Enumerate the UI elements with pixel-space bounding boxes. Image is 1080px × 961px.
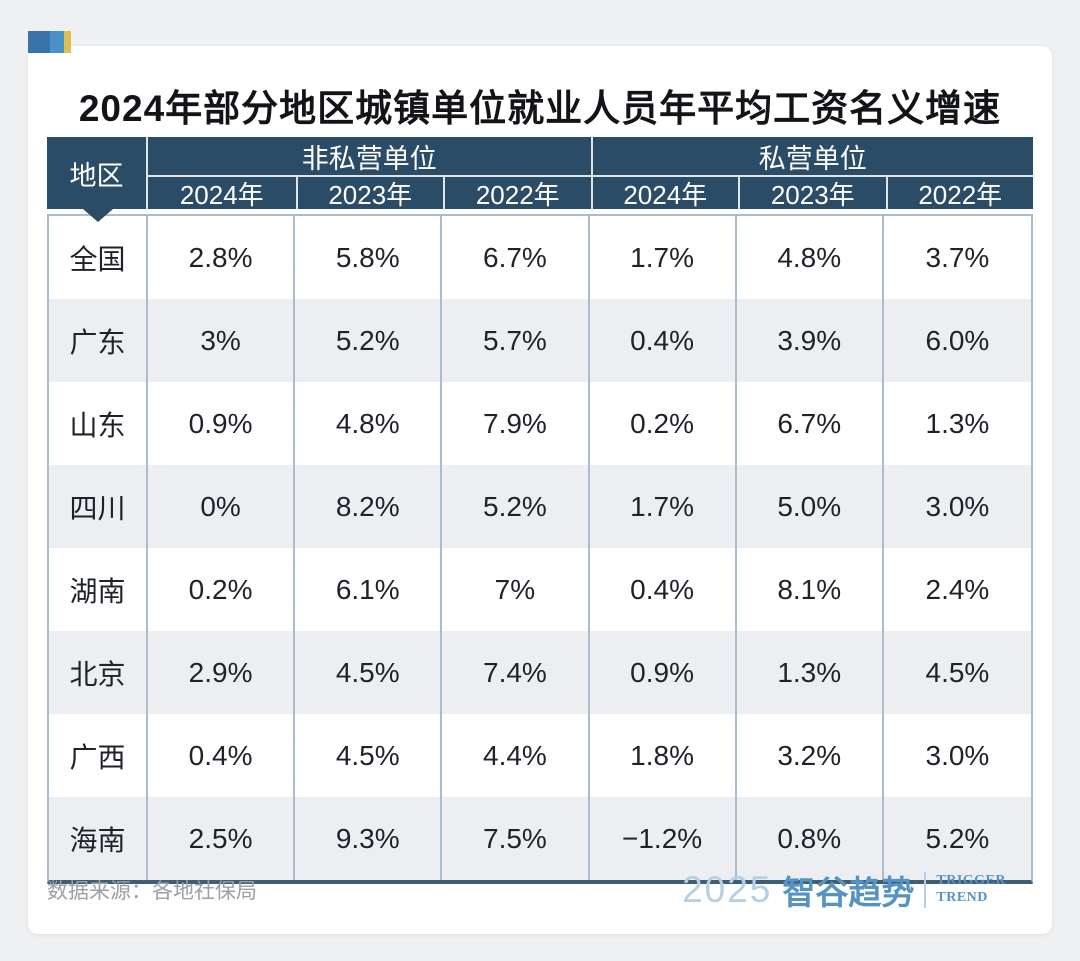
logo-block-dark-blue-icon [28, 31, 50, 53]
value-cell: 0.2% [590, 382, 737, 465]
value-cell: 2.5% [148, 797, 296, 880]
header-year-cell: 2024年 [179, 179, 264, 210]
value-cell: −1.2% [590, 797, 737, 880]
value-cell: 7.5% [442, 797, 590, 880]
table-row: 广西 0.4% 4.5% 4.4% 1.8% 3.2% 3.0% [49, 714, 1031, 797]
region-cell: 广西 [49, 714, 148, 797]
region-cell: 山东 [49, 382, 148, 465]
table-row: 海南 2.5% 9.3% 7.5% −1.2% 0.8% 5.2% [49, 797, 1031, 880]
value-cell: 4.8% [737, 216, 884, 299]
value-cell: 0.4% [148, 714, 296, 797]
region-cell: 北京 [49, 631, 148, 714]
value-cell: 3.0% [925, 739, 990, 771]
value-cell: 0.4% [590, 299, 737, 382]
value-cell: 8.2% [295, 465, 443, 548]
value-cell: 0.9% [148, 382, 296, 465]
value-cell: 9.3% [295, 797, 443, 880]
value-cell: 5.2% [925, 822, 990, 854]
header-year-cell: 2023年 [295, 177, 444, 210]
value-cell: 8.1% [737, 548, 884, 631]
region-cell: 海南 [49, 797, 148, 880]
value-cell: 6.7% [737, 382, 884, 465]
region-cell: 广东 [49, 299, 148, 382]
region-cell: 四川 [49, 465, 148, 548]
value-cell: 7.4% [442, 631, 590, 714]
value-cell: 0% [148, 465, 296, 548]
value-cell: 0.9% [590, 631, 737, 714]
value-cell: 7.9% [442, 382, 590, 465]
brand-tagline-line1: TRIGGER [936, 873, 1006, 889]
value-cell: 5.7% [442, 299, 590, 382]
table-row: 全国 2.8% 5.8% 6.7% 1.7% 4.8% 3.7% [49, 216, 1031, 299]
wage-table: 地区 非私营单位 私营单位 2024年 2023年 2022年 2024年 20… [47, 137, 1033, 884]
value-cell: 6.1% [295, 548, 443, 631]
header-year-cell: 2024年 [590, 177, 739, 210]
logo-block-blue-icon [50, 31, 64, 53]
value-cell: 2.4% [925, 573, 990, 605]
brand-logo-blocks [28, 31, 71, 53]
logo-block-yellow-icon [64, 31, 71, 53]
table-row: 湖南 0.2% 6.1% 7% 0.4% 8.1% 2.4% [49, 548, 1031, 631]
data-source-text: 数据来源：各地社保局 [47, 880, 257, 903]
region-cell: 湖南 [49, 548, 148, 631]
value-cell: 5.2% [442, 465, 590, 548]
header-region: 地区 [47, 137, 148, 209]
value-cell: 3.9% [737, 299, 884, 382]
header-year-cell: 2022年 [443, 177, 591, 210]
value-cell: 4.4% [442, 714, 590, 797]
value-cell: 0.8% [737, 797, 884, 880]
brand-tagline-line2: TREND [936, 890, 988, 905]
value-cell: 4.5% [295, 631, 443, 714]
value-cell: 2.9% [148, 631, 296, 714]
table-row: 广东 3% 5.2% 5.7% 0.4% 3.9% 6.0% [49, 299, 1031, 382]
value-cell: 4.5% [295, 714, 443, 797]
header-pointer-gap [47, 209, 1033, 222]
infographic-card: 2024年部分地区城镇单位就业人员年平均工资名义增速 地区 非私营单位 私营单位… [28, 46, 1052, 934]
value-cell: 4.8% [295, 382, 443, 465]
value-cell: 5.2% [295, 299, 443, 382]
table-row: 山东 0.9% 4.8% 7.9% 0.2% 6.7% 1.3% [49, 382, 1031, 465]
header-pointer-triangle-icon [83, 209, 113, 222]
value-cell: 3% [148, 299, 296, 382]
brand-year: 2025 [682, 869, 773, 910]
value-cell: 0.4% [590, 548, 737, 631]
header-year-cell: 2023年 [738, 177, 886, 210]
value-cell: 1.7% [590, 465, 737, 548]
header-group-private: 私营单位 [590, 137, 1033, 177]
footer: 数据来源：各地社保局 2025 智谷趋势 TRIGGER TREND [47, 866, 1006, 914]
value-cell: 1.8% [590, 714, 737, 797]
value-cell: 1.7% [590, 216, 737, 299]
brand-divider [924, 872, 927, 908]
value-cell: 0.2% [148, 548, 296, 631]
region-cell: 全国 [49, 216, 148, 299]
value-cell: 6.7% [442, 216, 590, 299]
value-cell: 5.8% [295, 216, 443, 299]
table-header: 地区 非私营单位 私营单位 2024年 2023年 2022年 2024年 20… [47, 137, 1034, 210]
value-cell: 7% [442, 548, 590, 631]
value-cell: 3.0% [925, 490, 990, 522]
value-cell: 2.8% [148, 216, 296, 299]
value-cell: 5.0% [737, 465, 884, 548]
header-group-non-private: 非私营单位 [148, 137, 591, 177]
value-cell: 4.5% [925, 656, 990, 688]
value-cell: 6.0% [925, 324, 990, 356]
value-cell: 1.3% [737, 631, 884, 714]
brand-lockup: 2025 智谷趋势 TRIGGER TREND [682, 866, 1006, 914]
value-cell: 3.7% [925, 241, 990, 273]
page-title: 2024年部分地区城镇单位就业人员年平均工资名义增速 [78, 88, 1002, 129]
value-cell: 1.3% [925, 407, 990, 439]
header-year-cell: 2022年 [885, 177, 1034, 210]
brand-name: 智谷趋势 [782, 874, 915, 911]
brand-tagline: TRIGGER TREND [936, 873, 1006, 907]
table-row: 北京 2.9% 4.5% 7.4% 0.9% 1.3% 4.5% [49, 631, 1031, 714]
table-body: 全国 2.8% 5.8% 6.7% 1.7% 4.8% 3.7% 广东 3% 5.2% 5.7% 0.… [47, 214, 1033, 884]
value-cell: 3.2% [737, 714, 884, 797]
table-row: 四川 0% 8.2% 5.2% 1.7% 5.0% 3.0% [49, 465, 1031, 548]
